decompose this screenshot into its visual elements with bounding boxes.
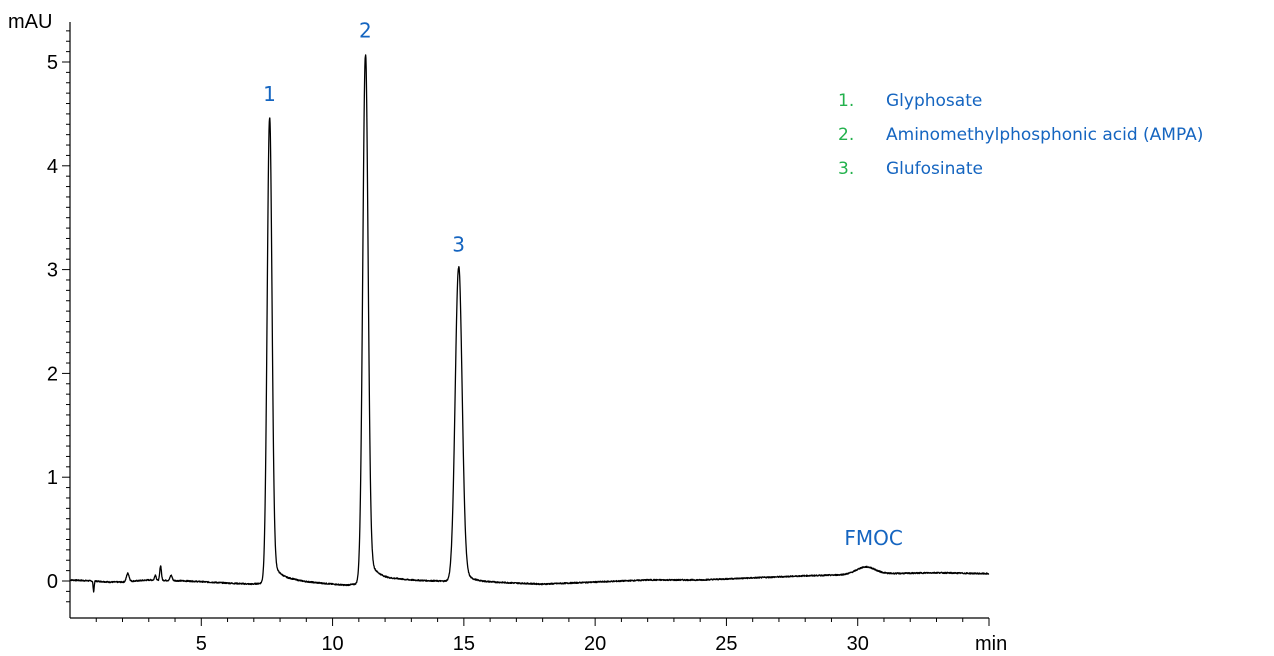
- legend-number: 2.: [838, 125, 854, 145]
- x-tick-label: 25: [715, 633, 737, 655]
- peak-label-1: 1: [263, 82, 276, 106]
- x-axis-unit: min: [975, 633, 1007, 655]
- peak-label-2: 2: [359, 19, 372, 43]
- legend-entry-name: Glyphosate: [886, 91, 982, 111]
- y-tick-label: 2: [47, 363, 58, 385]
- y-tick-label: 4: [47, 156, 58, 178]
- y-tick-label: 1: [47, 467, 58, 489]
- y-tick-label: 0: [47, 571, 58, 593]
- legend-number: 1.: [838, 91, 854, 111]
- y-tick-label: 3: [47, 260, 58, 282]
- x-tick-label: 10: [321, 633, 343, 655]
- axes: 0 1 2 3 4 5 5 10 15 20 25 30 mAU min: [8, 11, 1007, 655]
- x-tick-label: 15: [453, 633, 475, 655]
- legend-number: 3.: [838, 159, 854, 179]
- peak-label-3: 3: [452, 233, 465, 257]
- legend-entry-name: Aminomethylphosphonic acid (AMPA): [886, 125, 1203, 145]
- chromatogram-trace: [69, 54, 990, 593]
- legend-entry-name: Glufosinate: [886, 159, 983, 179]
- y-axis-unit: mAU: [8, 11, 52, 33]
- peak-label-fmoc: FMOC: [844, 526, 902, 550]
- trace-group: [69, 54, 990, 593]
- y-tick-label: 5: [47, 52, 58, 74]
- peak-annotations: 1 2 3 FMOC: [263, 19, 903, 550]
- x-tick-label: 5: [196, 633, 207, 655]
- x-tick-label: 20: [584, 633, 606, 655]
- x-tick-label: 30: [847, 633, 869, 655]
- legend: 1. Glyphosate 2. Aminomethylphosphonic acid…: [838, 91, 1203, 179]
